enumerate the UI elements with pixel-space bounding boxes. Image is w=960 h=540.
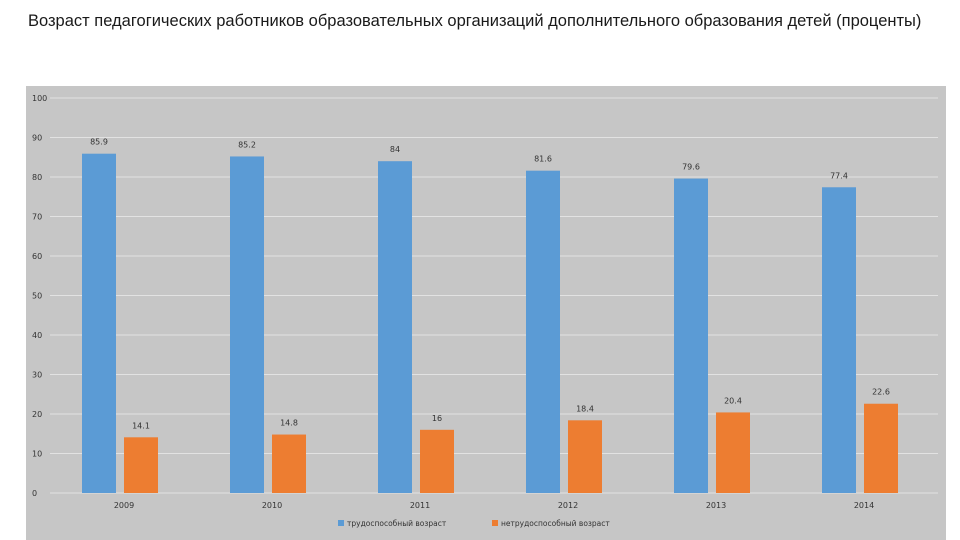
y-tick-label: 100 <box>32 94 47 103</box>
y-tick-label: 50 <box>32 292 42 301</box>
bar-working-age-2014 <box>822 187 856 493</box>
x-tick-label: 2012 <box>558 501 578 510</box>
y-tick-label: 70 <box>32 213 42 222</box>
y-tick-label: 60 <box>32 252 42 261</box>
data-label: 18.4 <box>576 404 594 413</box>
bar-working-age-2011 <box>378 161 412 493</box>
y-tick-label: 30 <box>32 371 42 380</box>
bar-nonworking-age-2014 <box>864 403 898 493</box>
legend-label: трудоспособный возраст <box>347 519 447 528</box>
y-tick-label: 20 <box>32 410 42 419</box>
bar-nonworking-age-2012 <box>568 420 602 493</box>
data-label: 14.1 <box>132 421 150 430</box>
bar-working-age-2012 <box>526 170 560 493</box>
data-label: 85.2 <box>238 140 256 149</box>
data-label: 77.4 <box>830 171 848 180</box>
x-tick-label: 2009 <box>114 501 134 510</box>
x-tick-label: 2014 <box>854 501 874 510</box>
bar-nonworking-age-2009 <box>124 437 158 493</box>
data-label: 79.6 <box>682 163 700 172</box>
data-label: 20.4 <box>724 396 742 405</box>
y-tick-label: 40 <box>32 331 42 340</box>
bar-nonworking-age-2011 <box>420 429 454 493</box>
bar-nonworking-age-2013 <box>716 412 750 493</box>
y-tick-label: 0 <box>32 489 37 498</box>
x-tick-label: 2010 <box>262 501 282 510</box>
x-tick-label: 2013 <box>706 501 726 510</box>
y-tick-label: 10 <box>32 450 42 459</box>
legend-swatch <box>338 520 344 526</box>
data-label: 16 <box>432 414 442 423</box>
bar-nonworking-age-2010 <box>272 434 306 493</box>
legend-label: нетрудоспособный возраст <box>501 519 610 528</box>
chart-area <box>26 86 946 540</box>
data-label: 81.6 <box>534 155 552 164</box>
data-label: 22.6 <box>872 388 890 397</box>
bar-working-age-2013 <box>674 178 708 493</box>
bar-working-age-2010 <box>230 156 264 493</box>
bar-working-age-2009 <box>82 153 116 493</box>
data-label: 14.8 <box>280 419 298 428</box>
data-label: 84 <box>390 145 400 154</box>
x-tick-label: 2011 <box>410 501 430 510</box>
legend-swatch <box>492 520 498 526</box>
data-label: 85.9 <box>90 138 108 147</box>
y-tick-label: 80 <box>32 173 42 182</box>
page-title: Возраст педагогических работников образо… <box>28 12 922 30</box>
y-tick-label: 90 <box>32 134 42 143</box>
